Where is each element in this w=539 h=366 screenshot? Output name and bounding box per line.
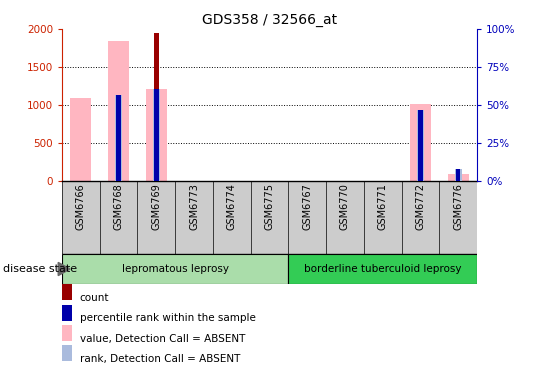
Bar (115, 94, 122, 181)
Text: rank, Detection Call = ABSENT: rank, Detection Call = ABSENT (80, 354, 240, 364)
Text: count: count (80, 293, 109, 303)
Text: GSM6768: GSM6768 (114, 183, 123, 230)
Bar (62, 254, 288, 284)
Bar (410, 104, 431, 181)
Bar (418, 110, 423, 181)
Bar (448, 173, 468, 181)
Text: lepromatous leprosy: lepromatous leprosy (122, 264, 229, 274)
Bar (146, 89, 167, 181)
Text: value, Detection Call = ABSENT: value, Detection Call = ABSENT (80, 333, 245, 344)
Bar (417, 110, 424, 181)
Bar (108, 41, 129, 181)
Bar (288, 254, 477, 284)
Text: GDS358 / 32566_at: GDS358 / 32566_at (202, 13, 337, 27)
Polygon shape (58, 262, 70, 276)
Text: disease state: disease state (3, 264, 77, 274)
Text: GSM6771: GSM6771 (378, 183, 388, 230)
Bar (456, 169, 460, 181)
Text: GSM6766: GSM6766 (76, 183, 86, 230)
Text: GSM6775: GSM6775 (265, 183, 274, 230)
Text: GSM6769: GSM6769 (151, 183, 161, 230)
Text: borderline tuberculoid leprosy: borderline tuberculoid leprosy (304, 264, 461, 274)
Bar (71, 98, 91, 181)
Text: GSM6770: GSM6770 (340, 183, 350, 230)
Bar (153, 89, 160, 181)
Text: percentile rank within the sample: percentile rank within the sample (80, 313, 255, 324)
Text: GSM6776: GSM6776 (453, 183, 463, 230)
Text: GSM6767: GSM6767 (302, 183, 312, 230)
Bar (116, 94, 121, 181)
Bar (154, 33, 159, 181)
Bar (154, 89, 158, 181)
Text: GSM6772: GSM6772 (416, 183, 425, 230)
Bar (455, 169, 461, 181)
Text: GSM6774: GSM6774 (227, 183, 237, 230)
Text: GSM6773: GSM6773 (189, 183, 199, 230)
